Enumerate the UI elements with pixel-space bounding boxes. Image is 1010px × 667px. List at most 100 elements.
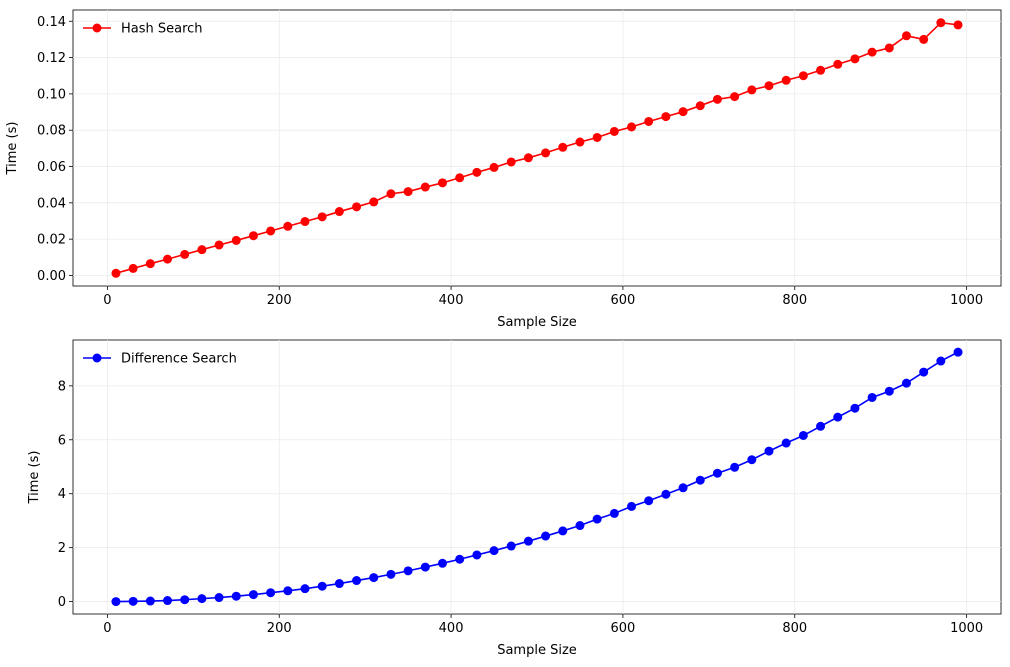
data-point: [730, 462, 740, 472]
y-tick-label: 2: [58, 541, 66, 556]
data-point: [661, 112, 671, 122]
data-point: [248, 231, 258, 241]
data-point: [592, 132, 602, 142]
data-point: [764, 446, 774, 456]
y-tick-label: 0.14: [37, 15, 66, 30]
y-tick-label: 0.06: [37, 160, 66, 175]
data-point: [884, 43, 894, 53]
x-tick-label: 1000: [950, 293, 983, 308]
grid-lines: [73, 10, 1001, 286]
data-point: [592, 514, 602, 524]
x-tick-label: 200: [267, 293, 292, 308]
data-point: [712, 468, 722, 478]
x-tick-label: 400: [439, 293, 464, 308]
data-point: [231, 235, 241, 245]
data-point: [214, 240, 224, 250]
x-tick-label: 0: [103, 293, 111, 308]
y-axis-ticks: 0.00 0.02 0.04 0.06 0.08 0.10 0.12 0.14: [37, 15, 73, 284]
data-point: [197, 245, 207, 255]
data-point: [214, 593, 224, 603]
data-point: [369, 573, 379, 583]
data-point: [627, 122, 637, 132]
legend-marker-swatch: [92, 23, 102, 33]
data-point: [575, 521, 585, 531]
data-point: [403, 566, 413, 576]
data-point: [695, 101, 705, 111]
data-point: [747, 85, 757, 95]
data-point: [644, 496, 654, 506]
data-point: [541, 148, 551, 158]
data-point: [266, 588, 276, 598]
data-point: [541, 531, 551, 541]
plot-area: [72, 339, 1002, 615]
data-point: [180, 249, 190, 259]
data-point: [609, 126, 619, 136]
data-point: [231, 591, 241, 601]
data-point: [506, 541, 516, 551]
data-point: [145, 596, 155, 606]
data-point: [609, 508, 619, 518]
data-point: [128, 596, 138, 606]
data-point: [300, 217, 310, 227]
data-point: [816, 65, 826, 75]
data-point: [489, 162, 499, 172]
y-tick-label: 0.00: [37, 269, 66, 284]
data-point: [901, 31, 911, 41]
data-point: [575, 137, 585, 147]
data-point: [128, 263, 138, 273]
y-axis-label: Time (s): [27, 451, 42, 505]
data-point: [111, 268, 121, 278]
y-axis-ticks: 0 2 4 6 8: [58, 379, 73, 610]
difference-search-subplot: 0 200 400 600 800 1000 0 2 4 6 8 Sample Size Time…: [27, 339, 1002, 658]
y-tick-label: 0.12: [37, 51, 66, 66]
data-point: [317, 212, 327, 222]
data-point: [558, 526, 568, 536]
y-tick-label: 0.04: [37, 196, 66, 211]
data-point: [283, 586, 293, 596]
x-tick-label: 800: [782, 293, 807, 308]
data-point: [798, 71, 808, 81]
data-point: [558, 142, 568, 152]
x-tick-label: 800: [782, 621, 807, 636]
x-axis-ticks: 0 200 400 600 800 1000: [103, 286, 983, 308]
data-point: [936, 356, 946, 366]
y-tick-label: 0.10: [37, 87, 66, 102]
data-point: [472, 167, 482, 177]
data-point: [867, 47, 877, 57]
data-point: [352, 576, 362, 586]
legend: Difference Search: [83, 352, 237, 367]
data-point: [248, 590, 258, 600]
x-axis-ticks: 0 200 400 600 800 1000: [103, 614, 983, 636]
data-point: [627, 501, 637, 511]
data-point: [816, 421, 826, 431]
data-point: [283, 221, 293, 231]
data-point: [953, 20, 963, 30]
data-point: [489, 546, 499, 556]
data-point: [386, 189, 396, 199]
legend-marker-swatch: [92, 353, 102, 363]
data-point: [867, 392, 877, 402]
data-point: [781, 75, 791, 85]
data-point: [300, 584, 310, 594]
data-point: [437, 558, 447, 568]
data-point: [953, 347, 963, 357]
data-point: [781, 438, 791, 448]
data-point: [369, 197, 379, 207]
legend-label: Difference Search: [121, 352, 237, 367]
y-tick-label: 0.08: [37, 124, 66, 139]
x-tick-label: 600: [611, 621, 636, 636]
data-point: [197, 594, 207, 604]
data-point: [437, 178, 447, 188]
data-point: [455, 554, 465, 564]
hash-search-subplot: 0 200 400 600 800 1000 0.000.020.040.060.080.…: [5, 9, 1002, 330]
data-point: [712, 94, 722, 104]
data-point: [884, 386, 894, 396]
series-layer: [111, 347, 963, 607]
data-point: [901, 378, 911, 388]
data-point: [472, 550, 482, 560]
data-point: [850, 54, 860, 64]
data-point: [163, 254, 173, 264]
data-point: [919, 367, 929, 377]
data-point: [833, 412, 843, 422]
